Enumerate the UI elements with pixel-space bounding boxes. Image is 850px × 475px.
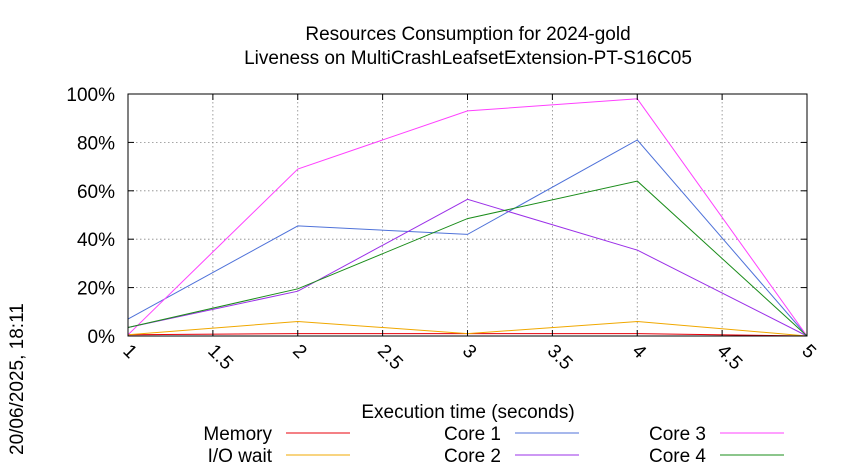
legend-label-memory: Memory <box>203 424 272 445</box>
y-tick-label: 0% <box>88 327 116 348</box>
x-tick-label: 1.5 <box>203 341 237 375</box>
legend-label-i-o-wait: I/O wait <box>208 446 273 467</box>
x-tick-label: 1 <box>118 341 140 363</box>
series-line-core-1 <box>127 139 808 337</box>
chart-subtitle: Liveness on MultiCrashLeafsetExtension-P… <box>244 48 692 69</box>
x-axis-ticks: 1 1.5 2 2.5 3 3.5 4 4.5 5 <box>118 94 820 375</box>
y-tick-label: 60% <box>77 182 115 203</box>
y-tick-label: 80% <box>77 133 115 154</box>
x-tick-label: 2.5 <box>373 341 407 375</box>
x-tick-label: 4.5 <box>713 341 747 375</box>
legend-label-core-3: Core 3 <box>649 424 706 445</box>
x-tick-label: 3.5 <box>543 341 577 375</box>
series-line-core-3 <box>127 98 808 337</box>
series-line-core-2 <box>127 198 808 337</box>
grid <box>128 94 807 336</box>
series-line-core-4 <box>127 180 808 337</box>
y-axis-ticks: 0% 20% 40% 60% 80% 100% <box>66 85 807 348</box>
x-tick-label: 5 <box>797 341 819 363</box>
timestamp-stamp: 20/06/2025, 18:11 <box>7 303 28 455</box>
legend-label-core-4: Core 4 <box>649 446 706 467</box>
chart-title: Resources Consumption for 2024-gold <box>305 24 630 45</box>
y-tick-label: 40% <box>77 230 115 251</box>
x-tick-label: 4 <box>628 341 651 364</box>
x-tick-label: 2 <box>288 341 310 363</box>
y-tick-label: 100% <box>66 85 115 106</box>
x-axis-label: Execution time (seconds) <box>361 402 574 423</box>
legend-label-core-2: Core 2 <box>444 446 501 467</box>
y-tick-label: 20% <box>77 279 115 300</box>
legend-label-core-1: Core 1 <box>444 424 501 445</box>
x-tick-label: 3 <box>458 341 480 363</box>
